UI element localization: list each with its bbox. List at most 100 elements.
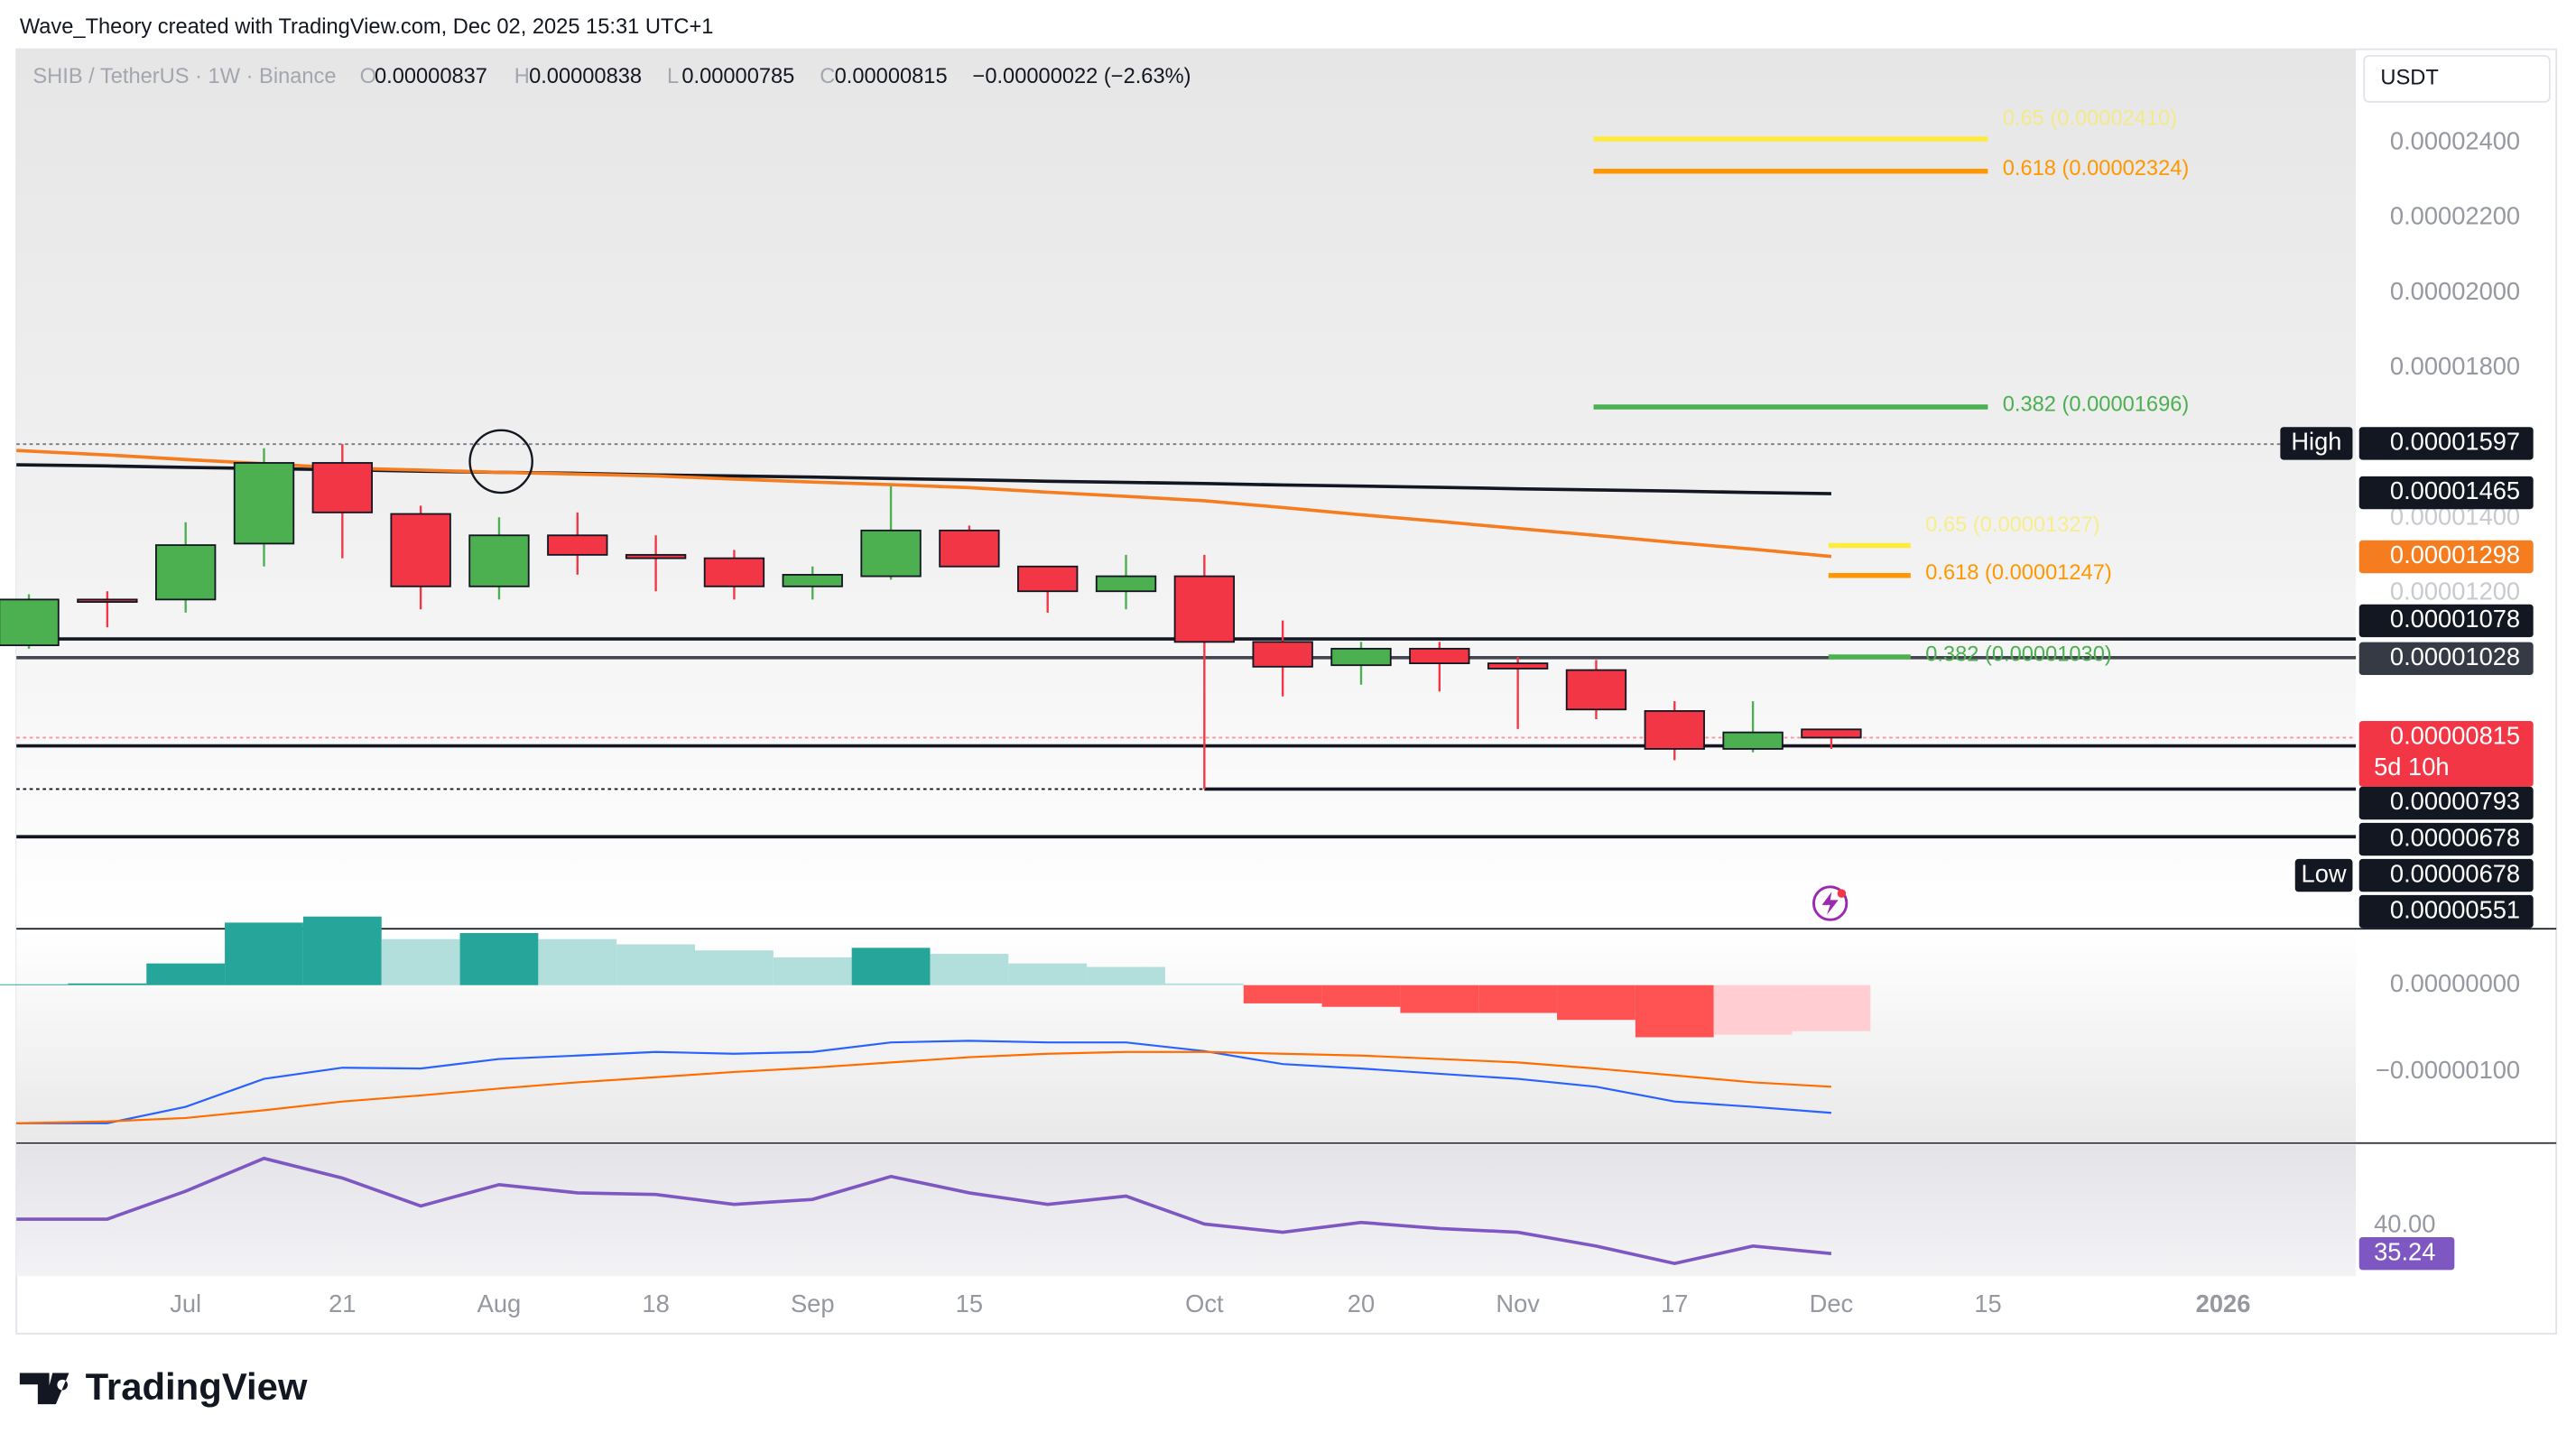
candle-body: [155, 544, 217, 601]
price-tag-label: Low: [2302, 859, 2347, 887]
x-tick-label: Aug: [477, 1289, 522, 1317]
y-tick-label: 0.00002400: [2390, 126, 2520, 154]
plot-layer: 0.00002400 0.00002200 0.00002000 0.00001800…: [0, 106, 2534, 1317]
ohlc-value: 0.00000815: [835, 65, 948, 88]
x-tick-label: Jul: [170, 1289, 201, 1317]
macd-histogram-bar: [225, 922, 303, 985]
currency-box[interactable]: [2363, 54, 2551, 103]
candle-body: [703, 557, 765, 587]
price-badge-value: 0.00000793: [2390, 787, 2520, 815]
price-tag: [2280, 427, 2353, 460]
price-badge-value: 0.00000678: [2390, 859, 2520, 887]
candle-body: [1330, 647, 1392, 667]
macd-tick-label: 0.00000000: [2390, 969, 2520, 997]
x-tick-label: 17: [1661, 1289, 1688, 1317]
price-badge: [2358, 894, 2534, 929]
fib-label: 0.382 (0.00001696): [2003, 393, 2190, 416]
x-tick-label: 20: [1348, 1289, 1375, 1317]
ohlc-value: 0.00000838: [529, 65, 642, 88]
countdown: 5d 10h: [2374, 753, 2450, 781]
price-badge-value: 0.00001465: [2390, 476, 2520, 504]
price-badge: [2358, 427, 2534, 460]
price-badge: [2358, 786, 2534, 820]
brand-logo: [19, 1373, 69, 1405]
alert-icon: [1812, 885, 1849, 921]
price-badge: [2358, 642, 2534, 676]
candle-body: [1487, 662, 1549, 670]
price-badge-value: 0.00001597: [2390, 428, 2520, 456]
price-badge-value: 0.00001078: [2390, 605, 2520, 633]
price-tag: [2294, 858, 2353, 892]
macd-histogram-bar: [851, 947, 931, 985]
macd-histogram-bar: [1792, 984, 1871, 1031]
x-tick-label: 21: [329, 1289, 356, 1317]
brand-name: TradingView: [86, 1365, 308, 1408]
candle-body: [1252, 641, 1313, 668]
candle-body: [468, 534, 530, 587]
rsi-pane: [16, 1144, 2357, 1277]
candle-body: [1409, 647, 1470, 664]
ohlc-letter: L: [667, 65, 679, 88]
fib-label: 0.382 (0.00001030): [1925, 642, 2112, 666]
candle-body: [939, 529, 1000, 568]
macd-histogram-bar: [616, 944, 696, 985]
macd-histogram-bar: [1635, 984, 1714, 1038]
price-badge-value: 0.00001298: [2390, 541, 2520, 568]
candle-body: [233, 462, 295, 545]
price-badge: [2358, 540, 2534, 574]
price-badge-value: 0.00000678: [2390, 823, 2520, 851]
x-tick-label: 2026: [2196, 1289, 2251, 1317]
fib-label: 0.65 (0.00001327): [1925, 513, 2099, 537]
macd-histogram-bar: [381, 938, 460, 985]
macd-histogram-bar: [459, 932, 539, 985]
macd-histogram-bar: [1087, 966, 1165, 985]
candle-body: [1017, 565, 1079, 593]
fib-label: 0.618 (0.00002324): [2003, 157, 2190, 180]
macd-line: [16, 1050, 1831, 1124]
price-badge: [2358, 721, 2534, 787]
candle-body: [782, 574, 843, 587]
candle-body: [1095, 575, 1157, 593]
candle-body: [390, 513, 451, 587]
annotation-circle: [468, 429, 533, 495]
x-tick-label: Nov: [1496, 1289, 1540, 1317]
ohlc-letter: H: [514, 65, 530, 88]
macd-histogram-bar: [695, 950, 774, 985]
macd-histogram-bar: [68, 983, 147, 985]
y-tick-label: 0.00001200: [2390, 578, 2520, 605]
macd-histogram-bar: [146, 963, 226, 985]
x-tick-label: Sep: [791, 1289, 835, 1317]
fib-label: 0.618 (0.00001247): [1925, 561, 2112, 585]
macd-histogram-bar: [1713, 984, 1793, 1035]
price-badge-value: 0.00000551: [2390, 895, 2520, 923]
candle-body: [77, 598, 138, 604]
x-tick-label: Oct: [1185, 1289, 1224, 1317]
price-pane: [16, 49, 2357, 929]
currency[interactable]: USDT: [2380, 67, 2438, 90]
candle-body: [1801, 728, 1862, 739]
rsi-badge: [2358, 1236, 2455, 1271]
candle-body: [1722, 731, 1784, 750]
price-badge: [2358, 476, 2534, 510]
x-tick-label: 15: [956, 1289, 983, 1317]
macd-histogram-bar: [1008, 963, 1088, 985]
candle-body: [311, 462, 373, 513]
macd-histogram-bar: [302, 916, 382, 985]
candle-body: [860, 529, 922, 578]
macd-tick-label: −0.00000100: [2376, 1056, 2520, 1084]
y-tick-label: 0.00002200: [2390, 202, 2520, 230]
attribution: Wave_Theory created with TradingView.com…: [20, 15, 714, 39]
macd-histogram-bar: [0, 984, 69, 985]
macd-histogram-bar: [1400, 984, 1479, 1013]
ohlc-letter: O: [360, 65, 376, 88]
macd-histogram-bar: [1243, 984, 1322, 1003]
candle-body: [0, 598, 60, 647]
symbol-title: SHIB / TetherUS · 1W · Binance: [32, 65, 336, 88]
y-tick-label: 0.00001800: [2390, 352, 2520, 380]
candle-body: [625, 553, 687, 559]
macd-histogram-bar: [1478, 984, 1558, 1013]
price-badge: [2358, 604, 2534, 638]
rsi-badge-value: 35.24: [2374, 1237, 2435, 1265]
